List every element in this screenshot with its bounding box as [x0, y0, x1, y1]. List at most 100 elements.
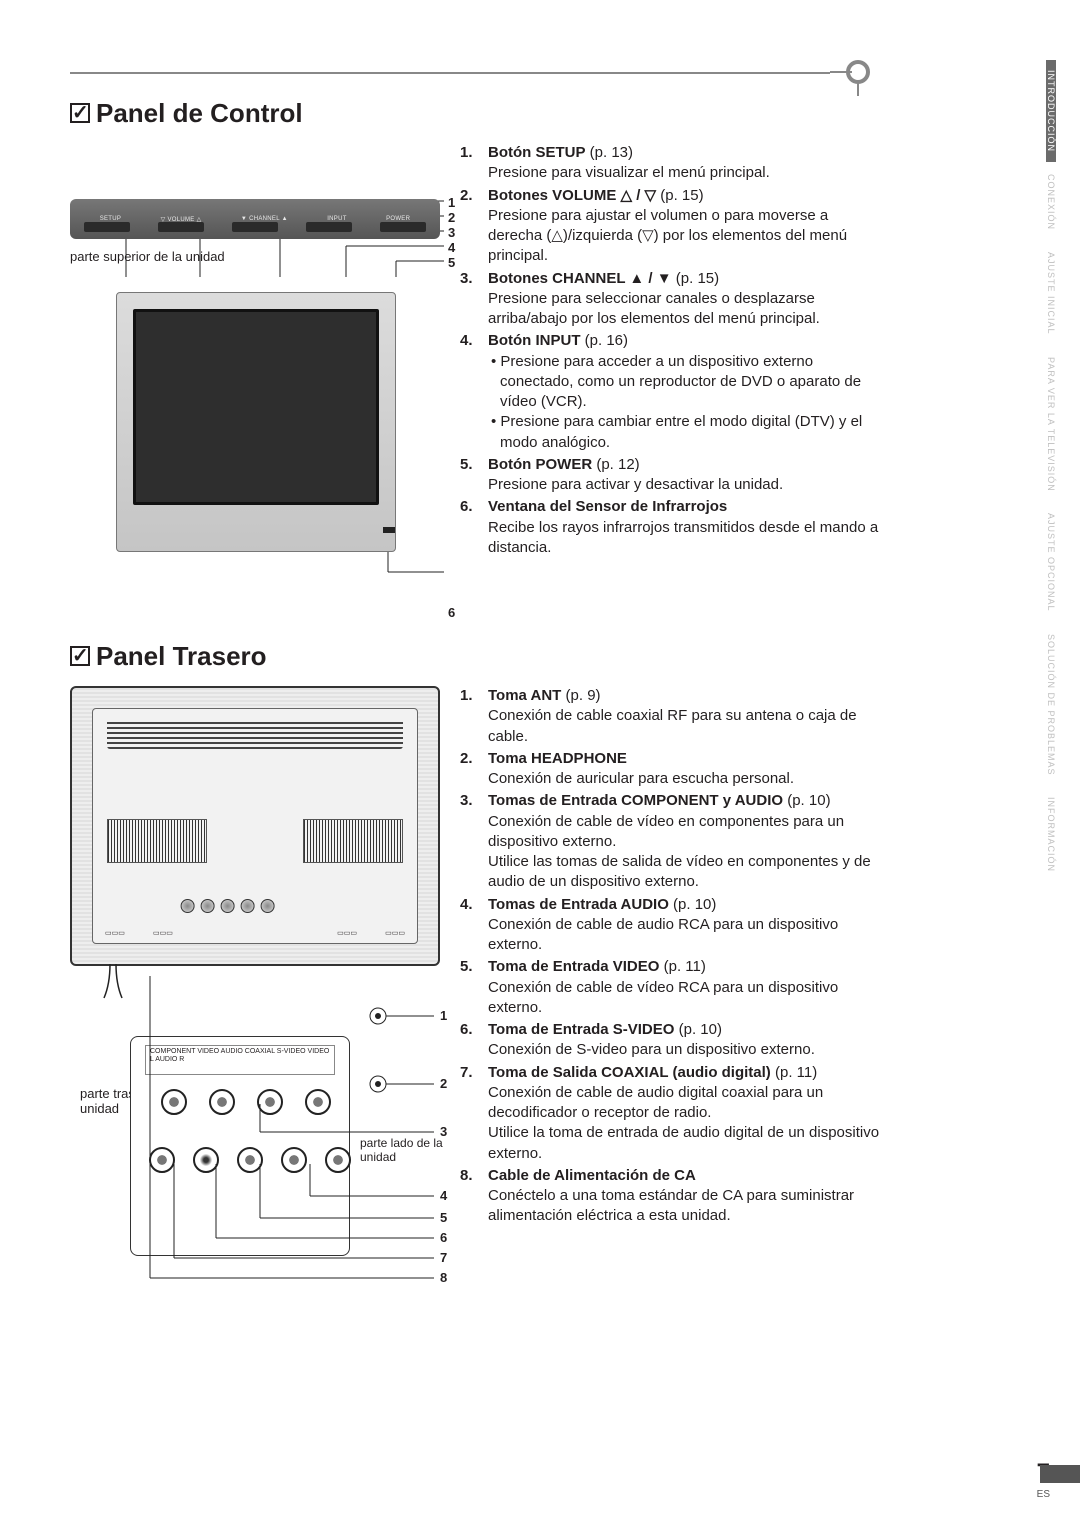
tv-front-illustration: [116, 292, 396, 552]
item-title: Toma ANT: [488, 687, 561, 704]
callout-num: 2: [440, 1076, 447, 1091]
callout-num: 5: [440, 1210, 447, 1225]
item-ref: (p. 16): [585, 332, 628, 349]
item-body: Conéctelo a una toma estándar de CA para…: [488, 1187, 854, 1224]
item-title: Cable de Alimentación de CA: [488, 1167, 696, 1184]
item-title: Botón POWER: [488, 456, 592, 473]
tab-para-ver: PARA VER LA TELEVISIÓN: [1046, 347, 1056, 502]
callout-num: 5: [448, 255, 455, 270]
tab-introduccion: INTRODUCCIÓN: [1046, 60, 1056, 162]
list-item: Tomas de Entrada AUDIO (p. 10)Conexión d…: [460, 895, 880, 956]
list-item: Toma de Salida COAXIAL (audio digital) (…: [460, 1063, 880, 1164]
callout-num: 7: [440, 1250, 447, 1265]
item-body: Presione para activar y desactivar la un…: [488, 476, 783, 493]
item-title: Botones VOLUME △ / ▽: [488, 187, 656, 204]
item-ref: (p. 11): [775, 1064, 817, 1081]
item-body: Conexión de cable de vídeo en componente…: [488, 813, 844, 850]
figure-control-panel: 1 2 3 4 5: [70, 143, 442, 597]
item-body: Presione para seleccionar canales o desp…: [488, 290, 820, 327]
item-ref: (p. 15): [660, 187, 703, 204]
item-body: Utilice las tomas de salida de vídeo en …: [488, 853, 871, 890]
title-text: Panel Trasero: [96, 641, 267, 671]
list-item: Botones VOLUME △ / ▽ (p. 15) Presione pa…: [460, 186, 880, 267]
list-item: Cable de Alimentación de CA Conéctelo a u…: [460, 1166, 880, 1227]
tab-ajuste-opcional: AJUSTE OPCIONAL: [1046, 503, 1056, 622]
callout-num: 4: [448, 240, 455, 255]
rear-list: Toma ANT (p. 9) Conexión de cable coaxial…: [460, 686, 880, 1227]
check-icon: [70, 646, 90, 666]
item-title: Botones CHANNEL ▲ / ▼: [488, 270, 672, 287]
cable-icon: [100, 964, 130, 1004]
caption-top-unit: parte superior de la unidad: [70, 249, 442, 264]
item-ref: (p. 12): [596, 456, 639, 473]
item-bullet: Presione para acceder a un dispositivo e…: [488, 352, 880, 413]
callout-num: 1: [448, 195, 455, 210]
list-item: Botón POWER (p. 12) Presione para activa…: [460, 455, 880, 496]
item-title: Tomas de Entrada COMPONENT y AUDIO: [488, 792, 783, 809]
list-item: Toma ANT (p. 9) Conexión de cable coaxial…: [460, 686, 880, 747]
item-title: Botón INPUT: [488, 332, 580, 349]
item-title: Ventana del Sensor de Infrarrojos: [488, 498, 727, 515]
rear-panel-illustration: ▭▭▭ ▭▭▭ ▭▭▭ ▭▭▭: [70, 686, 440, 966]
callout-num: 3: [440, 1124, 447, 1139]
item-ref: (p. 9): [566, 687, 601, 704]
side-panel-illustration: COMPONENT VIDEO AUDIO COAXIAL S-VIDEO VI…: [130, 1036, 350, 1256]
title-text: Panel de Control: [96, 98, 303, 128]
item-body: Conexión de cable de audio RCA para un d…: [488, 916, 838, 953]
item-body: Recibe los rayos infrarrojos transmitido…: [488, 519, 878, 556]
item-body: Utilice la toma de entrada de audio digi…: [488, 1124, 879, 1161]
list-item: Ventana del Sensor de Infrarrojos Recibe…: [460, 497, 880, 558]
callout-line-ir: [70, 552, 470, 592]
list-item: Tomas de Entrada COMPONENT y AUDIO (p. 1…: [460, 791, 880, 892]
callout-num: 1: [440, 1008, 447, 1023]
item-body: Presione para visualizar el menú princip…: [488, 164, 770, 181]
callout-num: 6: [440, 1230, 447, 1245]
section-title-control: Panel de Control: [70, 98, 880, 129]
control-list: Botón SETUP (p. 13) Presione para visual…: [460, 143, 880, 558]
callout-num: 3: [448, 225, 455, 240]
check-icon: [70, 103, 90, 123]
list-item: Botones CHANNEL ▲ / ▼ (p. 15) Presione p…: [460, 269, 880, 330]
item-body: Conexión de cable de audio digital coaxi…: [488, 1084, 823, 1121]
figure-rear-panel: ▭▭▭ ▭▭▭ ▭▭▭ ▭▭▭ parte trasera de la unid…: [70, 686, 442, 1256]
item-body: Conexión de auricular para escucha perso…: [488, 770, 794, 787]
item-title: Toma de Entrada VIDEO: [488, 958, 659, 975]
list-item: Toma de Entrada VIDEO (p. 11) Conexión de…: [460, 957, 880, 1018]
side-label-strip: COMPONENT VIDEO AUDIO COAXIAL S-VIDEO VI…: [145, 1045, 335, 1075]
item-body: Conexión de cable de vídeo RCA para un d…: [488, 979, 838, 1016]
item-body: Presione para ajustar el volumen o para …: [488, 207, 847, 265]
list-item: Botón INPUT (p. 16) Presione para accede…: [460, 331, 880, 453]
panel-strip: SETUP ▽ VOLUME △ ▼ CHANNEL ▲ INPUT POWER: [70, 199, 440, 239]
item-ref: (p. 10): [787, 792, 830, 809]
list-item: Toma HEADPHONE Conexión de auricular para…: [460, 749, 880, 790]
tab-conexion: CONEXIÓN: [1046, 164, 1056, 240]
tab-solucion: SOLUCIÓN DE PROBLEMAS: [1046, 624, 1056, 786]
page-number: 7 ES: [1037, 1459, 1050, 1500]
item-ref: (p. 11): [664, 958, 706, 975]
page-tab-bar: [1040, 1465, 1080, 1483]
callout-num: 4: [440, 1188, 447, 1203]
item-bullet: Presione para cambiar entre el modo digi…: [488, 412, 880, 453]
item-ref: (p. 13): [590, 144, 633, 161]
item-body: Conexión de S-video para un dispositivo …: [488, 1041, 815, 1058]
callout-num: 2: [448, 210, 455, 225]
item-title: Toma HEADPHONE: [488, 750, 627, 767]
item-title: Tomas de Entrada AUDIO: [488, 896, 669, 913]
item-title: Toma de Entrada S-VIDEO: [488, 1021, 674, 1038]
item-title: Toma de Salida COAXIAL (audio digital): [488, 1064, 771, 1081]
tab-informacion: INFORMACIÓN: [1046, 787, 1056, 882]
callout-numbers-top: 1 2 3 4 5: [448, 195, 455, 270]
callout-num: 8: [440, 1270, 447, 1285]
item-title: Botón SETUP: [488, 144, 586, 161]
list-item: Toma de Entrada S-VIDEO (p. 10) Conexión …: [460, 1020, 880, 1061]
item-body: Conexión de cable coaxial RF para su ant…: [488, 707, 857, 744]
callout-num-6: 6: [448, 605, 455, 620]
page-lang: ES: [1037, 1489, 1050, 1500]
list-item: Botón SETUP (p. 13) Presione para visual…: [460, 143, 880, 184]
sidebar-tabs: INTRODUCCIÓN CONEXIÓN AJUSTE INICIAL PAR…: [1046, 60, 1068, 884]
caption-side: parte lado de la unidad: [360, 1136, 450, 1164]
item-ref: (p. 15): [676, 270, 719, 287]
tab-ajuste-inicial: AJUSTE INICIAL: [1046, 242, 1056, 345]
item-ref: (p. 10): [679, 1021, 722, 1038]
section-title-rear: Panel Trasero: [70, 641, 880, 672]
